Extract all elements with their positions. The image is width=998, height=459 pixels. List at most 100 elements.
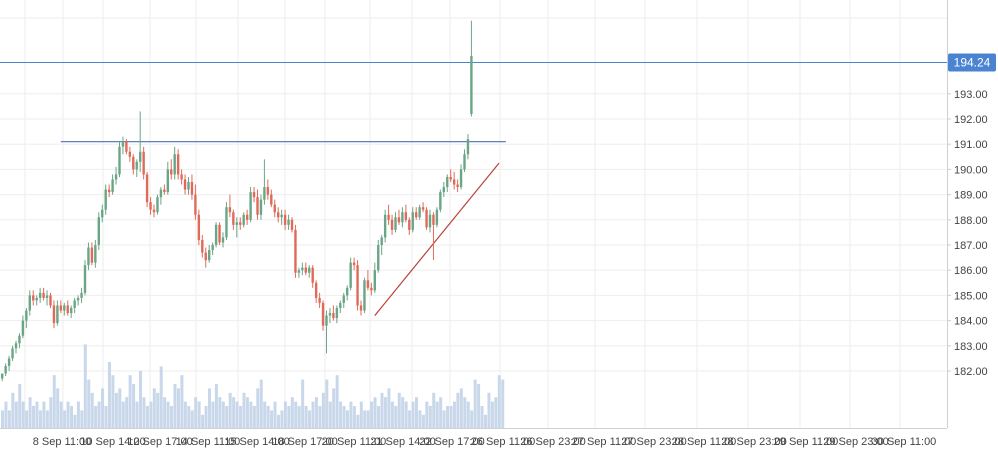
candle-body xyxy=(28,295,31,311)
x-tick-label: 29 Sep 23:00 xyxy=(823,436,888,448)
candle xyxy=(139,111,142,172)
y-tick-label: 183.00 xyxy=(954,341,988,353)
volume-bar xyxy=(408,410,412,428)
volume-bar xyxy=(252,406,256,428)
candle xyxy=(187,176,190,195)
candle xyxy=(59,300,63,314)
candle-body xyxy=(128,151,132,157)
candle-body xyxy=(425,209,428,228)
candle xyxy=(97,212,100,251)
candle xyxy=(145,171,149,208)
candle xyxy=(270,189,273,208)
volume-bar xyxy=(80,410,84,428)
candle xyxy=(404,204,408,223)
volume-bar xyxy=(442,410,446,428)
candle-body xyxy=(428,214,432,228)
volume-bar xyxy=(446,406,450,428)
candle-body xyxy=(152,209,156,213)
volume-bar xyxy=(163,397,167,428)
candle xyxy=(104,184,107,215)
volume-bar xyxy=(49,397,53,428)
candle xyxy=(159,187,163,205)
candle-body xyxy=(390,219,394,230)
x-tick-label: 18 Sep 17:00 xyxy=(272,436,337,448)
volume-bar xyxy=(221,401,225,428)
candle xyxy=(373,262,376,293)
candle xyxy=(32,290,35,306)
candle xyxy=(370,282,373,296)
volume-bar xyxy=(107,362,111,428)
candle-body xyxy=(111,179,114,193)
x-tick-label: 26 Sep 23:00 xyxy=(520,436,585,448)
candle xyxy=(366,270,370,291)
volume-bar xyxy=(201,414,205,428)
x-tick-label: 12 Sep 17:00 xyxy=(127,436,192,448)
candle xyxy=(439,189,442,213)
volume-bar xyxy=(14,401,18,428)
trend-line[interactable] xyxy=(374,162,500,316)
candle xyxy=(256,189,259,220)
candle-body xyxy=(87,247,90,266)
volume-bar xyxy=(359,401,363,428)
volume-bar xyxy=(318,406,322,428)
current-price-label: 194.24 xyxy=(948,53,996,72)
candle xyxy=(242,212,245,228)
candle-body xyxy=(421,207,425,210)
candle xyxy=(135,159,138,177)
candle-body xyxy=(235,222,238,225)
candle xyxy=(263,159,266,205)
candle xyxy=(221,232,225,248)
candle xyxy=(352,257,356,271)
candle-body xyxy=(380,237,383,245)
volume-bar xyxy=(394,406,398,428)
candle xyxy=(387,204,390,225)
volume-bar xyxy=(280,410,284,428)
volume-bar xyxy=(73,414,77,428)
volume-bar xyxy=(249,401,253,428)
volume-bar xyxy=(404,401,408,428)
volume-bar xyxy=(432,392,436,428)
candle-body xyxy=(314,282,318,298)
candle xyxy=(273,199,276,218)
candle xyxy=(449,169,452,182)
candle xyxy=(235,217,238,238)
candle-body xyxy=(145,174,149,203)
candle-body xyxy=(294,229,297,273)
candle xyxy=(180,169,183,185)
candle-body xyxy=(7,358,11,366)
volume-bar xyxy=(484,414,487,428)
candle xyxy=(287,214,290,230)
y-tick-label: 187.00 xyxy=(954,240,988,252)
axes: 182.00 183.00 184.00 185.00 186.00 187.00 188.… xyxy=(0,0,988,448)
candle xyxy=(211,242,214,256)
candle xyxy=(359,300,363,316)
candle xyxy=(152,204,156,218)
candle-body xyxy=(363,280,366,311)
volume-bar xyxy=(435,401,439,428)
y-tick-label: 188.00 xyxy=(954,215,988,227)
candle xyxy=(107,184,111,198)
candle xyxy=(415,207,418,220)
candle-body xyxy=(166,169,169,193)
candle xyxy=(428,209,432,233)
candle xyxy=(311,265,314,288)
volume-bar xyxy=(363,410,367,428)
candle xyxy=(421,202,425,213)
candle-body xyxy=(277,212,280,218)
candle xyxy=(342,292,345,308)
volume-bar xyxy=(473,379,477,428)
candle-body xyxy=(176,154,180,175)
candle-body xyxy=(156,197,159,213)
candle xyxy=(118,141,121,177)
candle xyxy=(111,174,114,195)
candle-body xyxy=(373,270,376,291)
candle xyxy=(208,245,211,263)
candle xyxy=(166,161,169,195)
candle-body xyxy=(159,189,163,198)
candle-body xyxy=(180,174,183,180)
candle-body xyxy=(415,212,418,218)
volume-bar xyxy=(339,401,343,428)
candle xyxy=(125,139,128,155)
